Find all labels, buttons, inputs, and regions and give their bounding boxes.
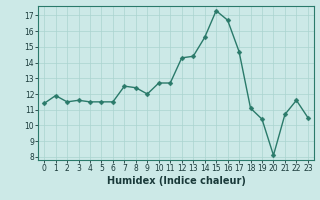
X-axis label: Humidex (Indice chaleur): Humidex (Indice chaleur)	[107, 176, 245, 186]
